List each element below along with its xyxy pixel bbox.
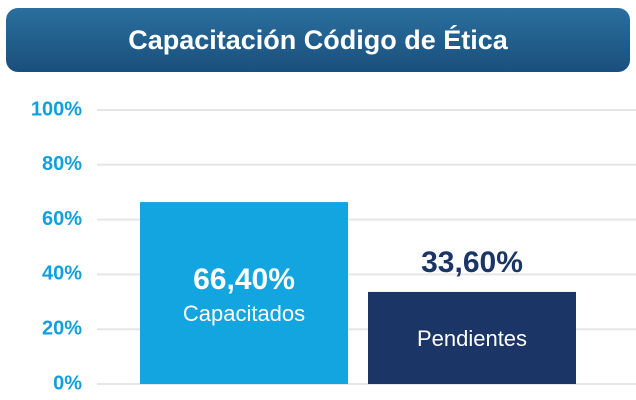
value-label: 66,40% [193,263,295,296]
y-tick-label: 0% [53,372,82,394]
category-label: Capacitados [183,301,305,326]
category-label: Pendientes [417,326,527,351]
y-tick-label: 80% [42,153,82,175]
y-tick-label: 100% [31,98,82,120]
bar [368,291,576,384]
title-banner [6,8,630,72]
bar [140,202,348,384]
chart-title: Capacitación Código de Ética [128,24,509,55]
y-tick-label: 40% [42,263,82,285]
value-label: 33,60% [421,246,523,279]
y-tick-label: 60% [42,208,82,230]
y-tick-label: 20% [42,317,82,339]
